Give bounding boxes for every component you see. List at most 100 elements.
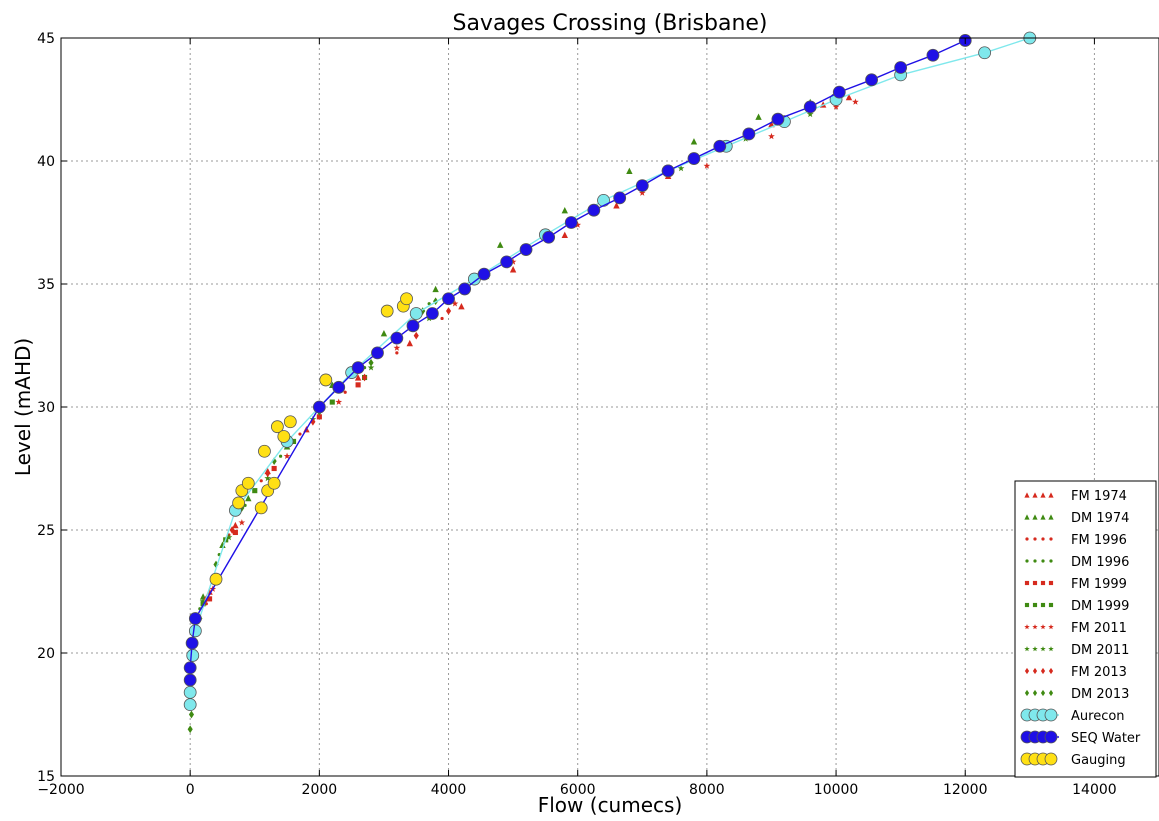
legend-label: FM 1999 — [1071, 577, 1127, 592]
legend-item: FM 1974 — [1024, 489, 1127, 504]
legend-marker — [1044, 730, 1058, 744]
data-point-dm-2011 — [225, 533, 233, 541]
data-point-seq-water — [894, 61, 908, 74]
legend-marker — [1024, 514, 1030, 520]
series-gauging — [209, 292, 413, 586]
legend-item: FM 1996 — [1025, 533, 1127, 548]
data-point-gauging — [380, 304, 394, 318]
data-point-aurecon — [597, 193, 610, 207]
y-tick-label: 15 — [37, 769, 55, 785]
data-point-seq-water — [713, 139, 727, 153]
legend-label: DM 2013 — [1071, 687, 1129, 702]
data-point-seq-water — [477, 267, 491, 281]
data-point-gauging — [283, 415, 297, 429]
legend: FM 1974 DM 1974 FM 1996 DM 1996 FM 1999 DM 19… — [1014, 480, 1157, 778]
y-axis-ticks: 15 20 25 30 35 40 45 — [37, 31, 67, 785]
legend-marker — [1032, 646, 1038, 652]
data-point-seq-water — [542, 230, 556, 244]
x-tick-label: 4000 — [431, 782, 467, 798]
data-point-dm-1974 — [626, 167, 633, 175]
data-point-seq-water — [832, 85, 846, 99]
data-point-fm-2011 — [574, 221, 582, 228]
x-tick-label: 6000 — [560, 782, 596, 798]
data-point-dm-2011 — [264, 474, 272, 482]
data-point-seq-water — [635, 179, 649, 193]
legend-marker — [1040, 514, 1046, 520]
data-point-seq-water — [613, 191, 627, 205]
data-point-seq-water — [371, 346, 384, 360]
x-tick-label: 0 — [186, 782, 195, 798]
data-point-fm-1974 — [509, 266, 517, 273]
data-point-gauging — [209, 572, 223, 586]
legend-marker — [1024, 624, 1030, 630]
data-point-gauging — [400, 292, 413, 306]
data-point-fm-1974 — [406, 339, 413, 347]
data-point-aurecon — [183, 698, 197, 712]
legend-marker — [1040, 624, 1046, 630]
data-point-dm-2011 — [367, 364, 375, 371]
y-axis-label: Level (mAHD) — [11, 338, 35, 476]
legend-marker — [1048, 689, 1054, 697]
data-point-seq-water — [312, 400, 326, 414]
data-point-gauging — [258, 444, 271, 458]
data-point-dm-1996 — [279, 454, 283, 458]
legend-marker — [1033, 537, 1037, 541]
legend-marker — [1024, 580, 1030, 586]
legend-marker — [1024, 492, 1030, 498]
data-point-dm-2013 — [368, 358, 374, 367]
data-point-seq-water — [183, 661, 197, 675]
legend-marker — [1040, 602, 1046, 608]
data-point-fm-2011 — [703, 162, 711, 169]
data-point-dm-1974 — [497, 241, 504, 248]
series-fm-1999 — [206, 382, 361, 602]
legend-item: Aurecon — [1020, 708, 1125, 724]
data-point-dm-1974 — [432, 285, 439, 293]
series-fm-1996 — [204, 316, 444, 606]
data-point-seq-water — [332, 380, 346, 394]
data-point-fm-2011 — [832, 103, 840, 110]
data-point-fm-1974 — [232, 521, 239, 529]
legend-item: DM 1999 — [1024, 599, 1129, 614]
data-point-dm-1974 — [380, 330, 388, 337]
legend-marker — [1024, 667, 1030, 675]
legend-marker — [1040, 646, 1046, 652]
legend-marker — [1048, 646, 1054, 652]
legend-item: DM 1996 — [1025, 555, 1129, 570]
legend-marker — [1048, 580, 1054, 586]
legend-item: FM 1999 — [1024, 577, 1127, 592]
data-point-dm-1974 — [690, 138, 698, 145]
data-point-fm-2013 — [362, 373, 368, 382]
data-point-gauging — [232, 496, 246, 510]
data-point-seq-water — [587, 203, 601, 217]
data-point-dm-2013 — [188, 710, 195, 719]
y-tick-label: 20 — [37, 646, 55, 662]
legend-label: FM 2011 — [1071, 621, 1127, 636]
data-point-seq-water — [771, 112, 785, 126]
legend-marker — [1040, 492, 1046, 498]
legend-label: DM 2011 — [1071, 643, 1129, 658]
legend-label: SEQ Water — [1071, 731, 1141, 746]
legend-marker — [1032, 667, 1038, 675]
data-point-aurecon — [978, 46, 992, 60]
data-point-fm-2011 — [852, 98, 859, 105]
x-tick-label: 2000 — [302, 782, 338, 798]
series-fm-2011 — [209, 98, 859, 592]
data-point-dm-2013 — [271, 457, 277, 465]
legend-item: SEQ Water — [1020, 730, 1141, 746]
data-point-gauging — [241, 476, 255, 490]
data-point-dm-1999 — [329, 399, 335, 405]
legend-item: FM 2013 — [1024, 665, 1127, 680]
legend-marker — [1048, 602, 1054, 608]
data-point-seq-water — [661, 164, 675, 178]
data-point-fm-2013 — [413, 331, 419, 340]
legend-item: DM 1974 — [1024, 511, 1129, 526]
legend-item: FM 2011 — [1024, 621, 1127, 636]
legend-marker — [1049, 537, 1053, 541]
legend-marker — [1032, 689, 1038, 697]
data-point-dm-2011 — [199, 597, 207, 605]
data-point-fm-2011 — [238, 519, 246, 526]
legend-marker — [1040, 667, 1046, 675]
legend-marker — [1025, 559, 1029, 563]
data-point-dm-1999 — [252, 488, 258, 494]
